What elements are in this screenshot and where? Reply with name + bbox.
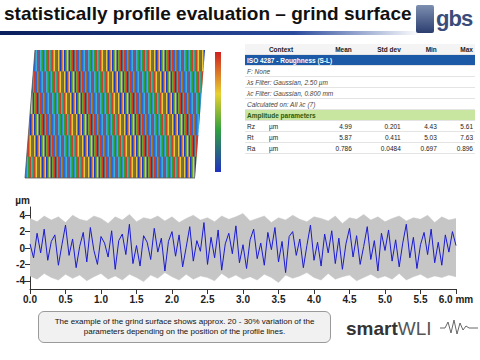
- html-text:Min: Min: [425, 45, 437, 53]
- svg-text:2.0: 2.0: [165, 294, 179, 305]
- svg-text:4.0: 4.0: [307, 294, 321, 305]
- svg-text:µm: µm: [15, 195, 30, 206]
- svg-text:4: 4: [19, 210, 25, 221]
- svg-text:1.5: 1.5: [130, 294, 144, 305]
- html-text:statistically profile evaluati: statistically profile evaluation – grind…: [4, 3, 412, 24]
- html-text:0.786: 0.786: [335, 144, 352, 152]
- svg-text:-4: -4: [16, 275, 25, 286]
- html-text:The example of the grind surfa: The example of the grind surface shows a…: [54, 316, 315, 336]
- svg-text:-2: -2: [16, 259, 25, 270]
- html-text:Rz: Rz: [247, 122, 255, 130]
- html-text:0.697: 0.697: [420, 144, 437, 152]
- html-text:F: None: F: None: [247, 67, 271, 75]
- html-text:µm: µm: [268, 133, 279, 141]
- html-text:Rt: Rt: [247, 133, 254, 141]
- svg-text:0.0: 0.0: [23, 294, 37, 305]
- html-text:ISO 4287 - Roughness (S-L): ISO 4287 - Roughness (S-L): [247, 56, 333, 64]
- html-text:7.63: 7.63: [460, 133, 473, 141]
- html-text:µm: µm: [268, 144, 279, 152]
- html-text:Mean: Mean: [335, 45, 352, 53]
- svg-text:1.0: 1.0: [94, 294, 108, 305]
- svg-text:3.0: 3.0: [236, 294, 250, 305]
- svg-text:4.5: 4.5: [343, 294, 357, 305]
- html-text:0.896: 0.896: [456, 144, 473, 152]
- svg-text:0.5: 0.5: [59, 294, 73, 305]
- html-text:0.201: 0.201: [384, 122, 401, 130]
- svg-text:2: 2: [19, 226, 25, 237]
- html-text:0.411: 0.411: [385, 133, 401, 141]
- svg-text:3.5: 3.5: [272, 294, 286, 305]
- html-text:5.03: 5.03: [424, 133, 437, 141]
- html-text:5.87: 5.87: [339, 133, 352, 141]
- svg-text:5.5: 5.5: [414, 294, 428, 305]
- html-text:5.61: 5.61: [460, 122, 473, 130]
- html-text:gbs: gbs: [436, 6, 473, 31]
- html-text:Amplitude parameters: Amplitude parameters: [247, 111, 316, 119]
- html-text:Calculated on: All λc (7): Calculated on: All λc (7): [247, 100, 316, 108]
- html-text:Max: Max: [460, 45, 473, 53]
- html-text:Std dev: Std dev: [377, 45, 401, 53]
- svg-text:5.0: 5.0: [378, 294, 392, 305]
- svg-text:2.5: 2.5: [201, 294, 215, 305]
- html-text:4.99: 4.99: [339, 122, 352, 130]
- html-text:µm: µm: [268, 122, 279, 130]
- html-text:λc Filter: Gaussian, 0.800 mm: λc Filter: Gaussian, 0.800 mm: [247, 89, 334, 97]
- svg-text:0: 0: [19, 243, 25, 254]
- svg-text:6.0 mm: 6.0 mm: [439, 294, 474, 305]
- html-text:4.43: 4.43: [424, 122, 437, 130]
- html-text:0.0484: 0.0484: [380, 144, 401, 152]
- html-text:λs Filter: Gaussian, 2.50 µm: λs Filter: Gaussian, 2.50 µm: [247, 78, 328, 86]
- html-text:Ra: Ra: [247, 144, 256, 152]
- html-text:Context: Context: [268, 45, 294, 53]
- html-text:smart WLI: smart WLI: [346, 318, 432, 339]
